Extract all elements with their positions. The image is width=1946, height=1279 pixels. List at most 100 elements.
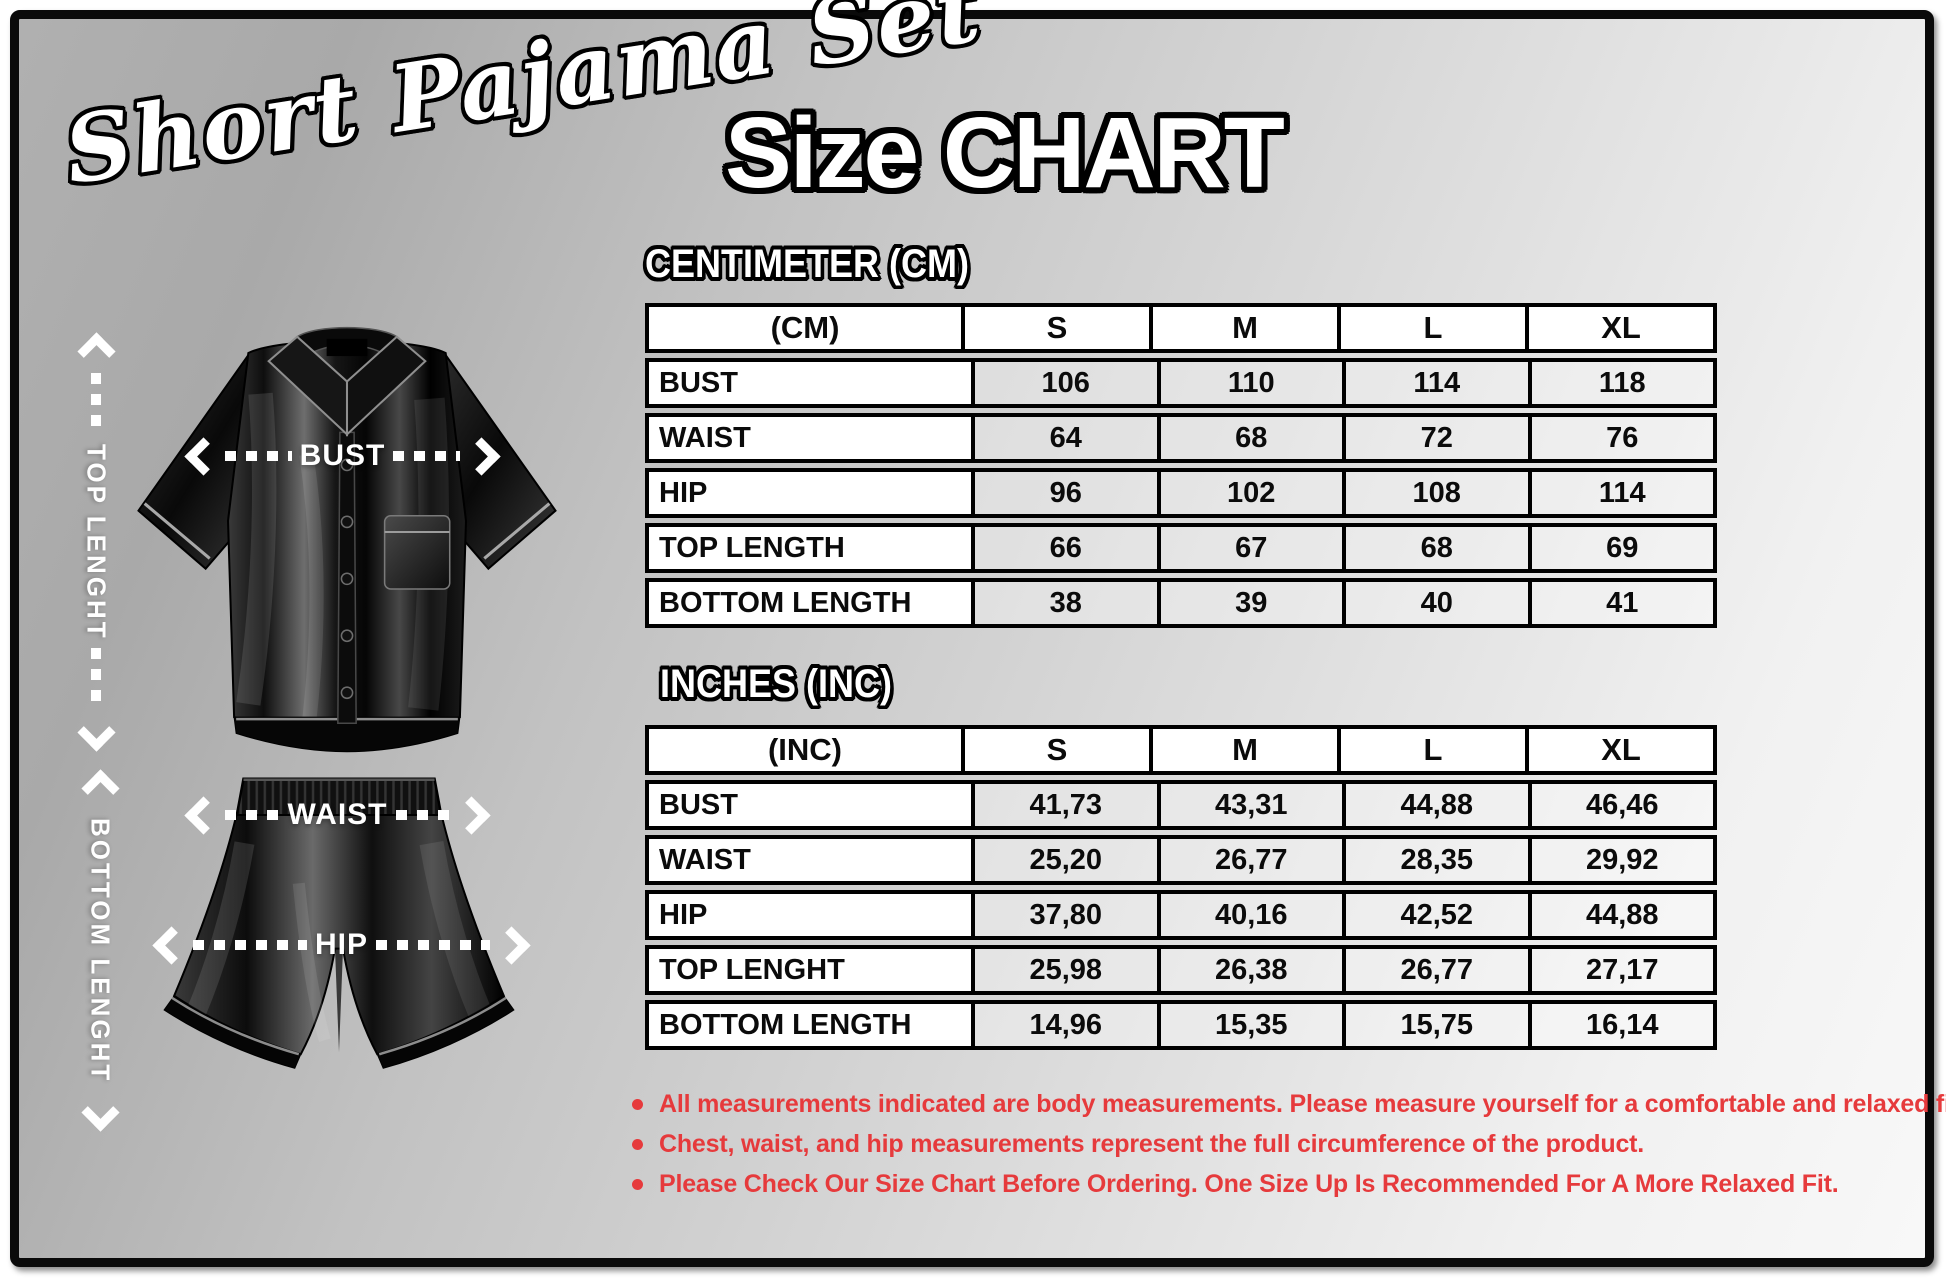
dotted-line	[91, 648, 101, 711]
table-header-row: (INC) S M L XL	[645, 725, 1717, 775]
header-cell: M	[1153, 729, 1341, 771]
pajama-shirt-image	[137, 326, 557, 753]
row-label: TOP LENGTH	[649, 527, 975, 569]
list-item: Please Check Our Size Chart Before Order…	[632, 1170, 1902, 1199]
value-cell: 68	[1160, 417, 1346, 459]
note-text: Chest, waist, and hip measurements repre…	[659, 1130, 1645, 1158]
bullet-icon	[632, 1099, 643, 1110]
value-cell: 44,88	[1346, 784, 1532, 826]
value-cell: 40,16	[1160, 894, 1346, 936]
dotted-line	[225, 810, 280, 820]
value-cell: 26,38	[1160, 949, 1346, 991]
dotted-line	[91, 373, 101, 436]
value-cell: 38	[975, 582, 1161, 624]
table-row: HIP 37,80 40,16 42,52 44,88	[645, 890, 1717, 940]
value-cell: 106	[975, 362, 1161, 404]
value-cell: 15,35	[1160, 1004, 1346, 1046]
value-cell: 69	[1531, 527, 1713, 569]
value-cell: 29,92	[1531, 839, 1713, 881]
arrow-left-icon	[184, 436, 223, 476]
hip-label: HIP	[315, 928, 369, 961]
dotted-line	[393, 451, 461, 461]
list-item: Chest, waist, and hip measurements repre…	[632, 1130, 1902, 1159]
table-row: BOTTOM LENGTH 14,96 15,35 15,75 16,14	[645, 1000, 1717, 1050]
dotted-line	[376, 940, 491, 950]
value-cell: 41	[1531, 582, 1713, 624]
note-text: All measurements indicated are body meas…	[659, 1090, 1946, 1118]
value-cell: 118	[1531, 362, 1713, 404]
table-row: HIP 96 102 108 114	[645, 468, 1717, 518]
table-row: BUST 106 110 114 118	[645, 358, 1717, 408]
value-cell: 46,46	[1531, 784, 1713, 826]
value-cell: 114	[1531, 472, 1713, 514]
value-cell: 96	[975, 472, 1161, 514]
header-cell: M	[1153, 307, 1341, 349]
dotted-line	[193, 940, 307, 950]
value-cell: 68	[1346, 527, 1532, 569]
arrow-right-icon	[492, 925, 531, 965]
note-text: Please Check Our Size Chart Before Order…	[659, 1170, 1839, 1198]
row-label: HIP	[649, 472, 975, 514]
bullet-icon	[632, 1179, 643, 1190]
header-cell: L	[1341, 307, 1529, 349]
arrow-up-icon	[80, 769, 120, 808]
bust-measure: BUST	[184, 436, 501, 476]
row-label: HIP	[649, 894, 975, 936]
cm-section-heading: CENTIMETER (CM)	[645, 242, 969, 286]
page-title: Size CHART	[725, 97, 1285, 209]
value-cell: 39	[1160, 582, 1346, 624]
value-cell: 15,75	[1346, 1004, 1532, 1046]
arrow-left-icon	[184, 795, 223, 835]
value-cell: 76	[1531, 417, 1713, 459]
pajama-shorts-image	[163, 777, 515, 1069]
value-cell: 102	[1160, 472, 1346, 514]
value-cell: 26,77	[1346, 949, 1532, 991]
value-cell: 40	[1346, 582, 1532, 624]
value-cell: 72	[1346, 417, 1532, 459]
header-cell: XL	[1529, 729, 1713, 771]
notes-list: All measurements indicated are body meas…	[632, 1090, 1946, 1210]
table-row: WAIST 64 68 72 76	[645, 413, 1717, 463]
arrow-up-icon	[76, 332, 116, 371]
value-cell: 108	[1346, 472, 1532, 514]
arrow-right-icon	[462, 436, 501, 476]
header-cell: S	[965, 729, 1153, 771]
dotted-line	[395, 810, 450, 820]
table-row: WAIST 25,20 26,77 28,35 29,92	[645, 835, 1717, 885]
top-length-label: TOP LENGHT	[81, 443, 112, 641]
dotted-line	[225, 451, 292, 461]
waist-label: WAIST	[287, 798, 388, 831]
value-cell: 44,88	[1531, 894, 1713, 936]
table-row: BOTTOM LENGTH 38 39 40 41	[645, 578, 1717, 628]
table-header-row: (CM) S M L XL	[645, 303, 1717, 353]
row-label: BOTTOM LENGTH	[649, 582, 975, 624]
value-cell: 14,96	[975, 1004, 1161, 1046]
list-item: All measurements indicated are body meas…	[632, 1090, 1946, 1119]
table-row: TOP LENGTH 66 67 68 69	[645, 523, 1717, 573]
bust-label: BUST	[299, 439, 386, 472]
inc-section-heading: INCHES (INC)	[660, 662, 893, 706]
bottom-length-measure: BOTTOM LENGHT	[70, 769, 130, 1132]
table-row: BUST 41,73 43,31 44,88 46,46	[645, 780, 1717, 830]
value-cell: 37,80	[975, 894, 1161, 936]
header-cell: XL	[1529, 307, 1713, 349]
value-cell: 27,17	[1531, 949, 1713, 991]
value-cell: 110	[1160, 362, 1346, 404]
value-cell: 16,14	[1531, 1004, 1713, 1046]
value-cell: 41,73	[975, 784, 1161, 826]
row-label: WAIST	[649, 417, 975, 459]
value-cell: 28,35	[1346, 839, 1532, 881]
row-label: BUST	[649, 784, 975, 826]
row-label: BUST	[649, 362, 975, 404]
cm-size-table: (CM) S M L XL BUST 106 110 114 118 WAIST…	[645, 303, 1717, 633]
value-cell: 67	[1160, 527, 1346, 569]
bottom-length-label: BOTTOM LENGHT	[85, 818, 116, 1084]
row-label: BOTTOM LENGTH	[649, 1004, 975, 1046]
top-length-measure: TOP LENGHT	[66, 332, 126, 752]
value-cell: 25,20	[975, 839, 1161, 881]
row-label: TOP LENGHT	[649, 949, 975, 991]
header-cell: (CM)	[649, 307, 965, 349]
value-cell: 114	[1346, 362, 1532, 404]
inc-size-table: (INC) S M L XL BUST 41,73 43,31 44,88 46…	[645, 725, 1717, 1055]
